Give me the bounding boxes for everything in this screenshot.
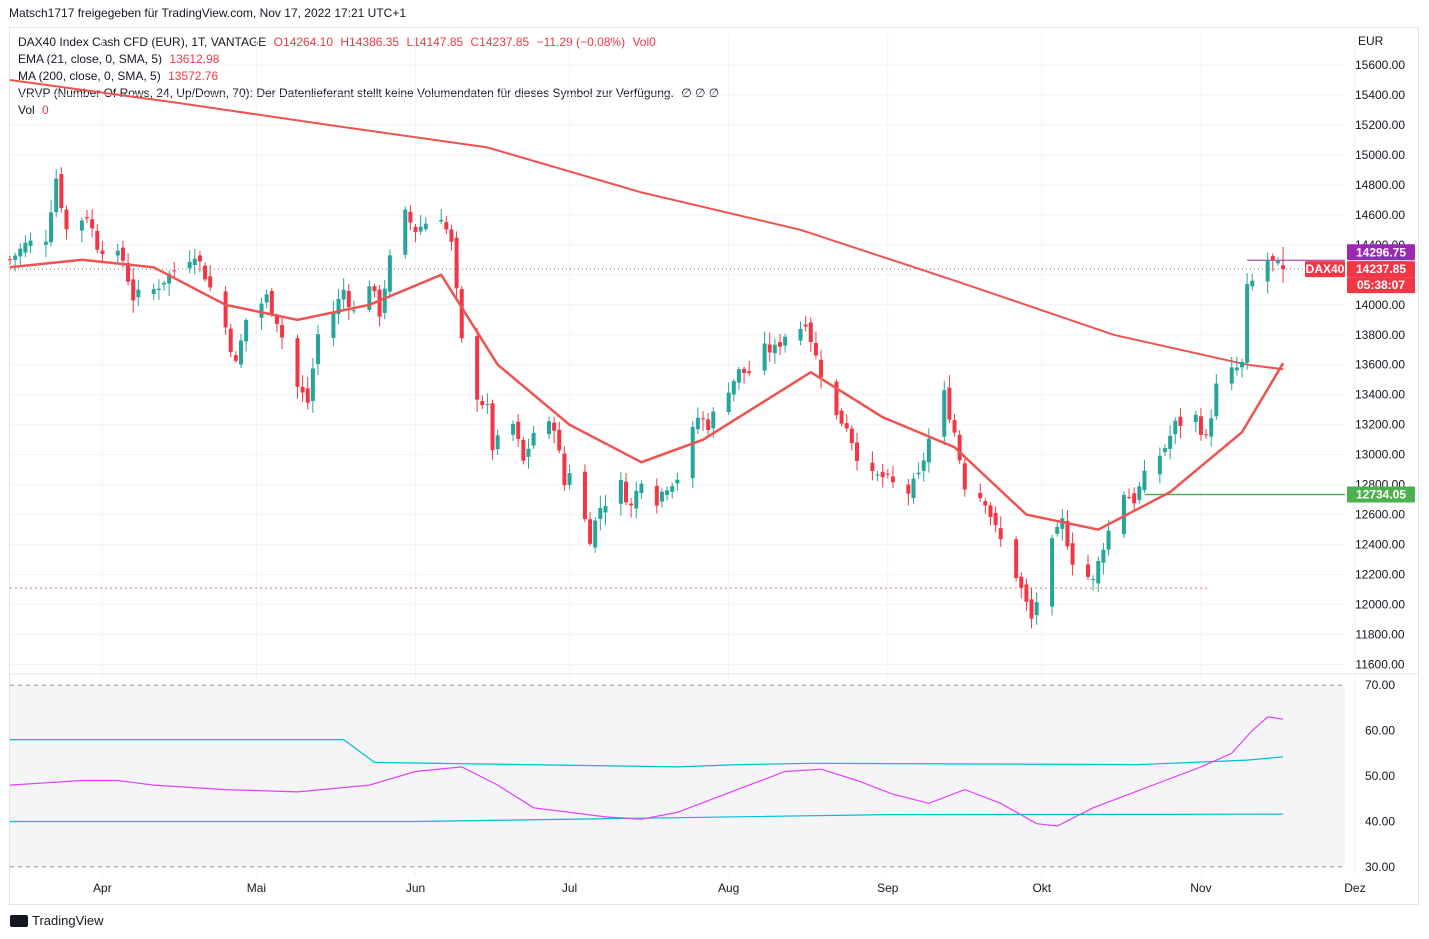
ema-value: 13612.98 <box>169 52 220 66</box>
currency-label: EUR <box>1358 34 1384 48</box>
symbol-legend[interactable]: DAX40 Index Cash CFD (EUR), 1T, VANTAGE … <box>18 35 660 49</box>
rsi-value-3: 62.48 <box>150 684 181 698</box>
symbol-label: DAX40 Index Cash CFD (EUR), 1T, VANTAGE <box>18 35 267 49</box>
ma-label: MA (200, close, 0, SMA, 5) <box>18 69 161 83</box>
rsi-value-2: 54.20 <box>113 684 144 698</box>
vrvp-legend[interactable]: VRVP (Number Of Rows, 24, Up/Down, 70): … <box>18 86 723 100</box>
chart-frame <box>9 27 1419 905</box>
volume-value: Vol0 <box>632 35 656 49</box>
ma-legend[interactable]: MA (200, close, 0, SMA, 5) 13572.76 <box>18 69 222 83</box>
ema-label: EMA (21, close, 0, SMA, 5) <box>18 52 163 66</box>
rsi-value-1: 41.61 <box>76 684 107 698</box>
share-header: Matsch1717 freigegeben für TradingView.c… <box>9 6 407 20</box>
vrvp-icons: ∅ ∅ ∅ <box>681 86 720 100</box>
vol-legend[interactable]: Vol 0 <box>18 103 53 117</box>
close-value: C14237.85 <box>470 35 530 49</box>
low-value: L14147.85 <box>406 35 464 49</box>
rsi-label: cRSI (65) <box>18 684 69 698</box>
vrvp-label: VRVP (Number Of Rows, 24, Up/Down, 70): … <box>18 86 674 100</box>
tradingview-logo-icon <box>10 914 28 927</box>
ema-legend[interactable]: EMA (21, close, 0, SMA, 5) 13612.98 <box>18 52 223 66</box>
brand-label: TradingView <box>32 913 104 928</box>
ma-value: 13572.76 <box>168 69 219 83</box>
vol-value: 0 <box>42 103 49 117</box>
change-value: −11.29 (−0.08%) <box>536 35 626 49</box>
rsi-legend[interactable]: cRSI (65) 41.61 54.20 62.48 <box>18 684 185 698</box>
open-value: O14264.10 <box>273 35 334 49</box>
footer-brand[interactable]: TradingView <box>10 913 104 928</box>
vol-label: Vol <box>18 103 35 117</box>
high-value: H14386.35 <box>340 35 400 49</box>
